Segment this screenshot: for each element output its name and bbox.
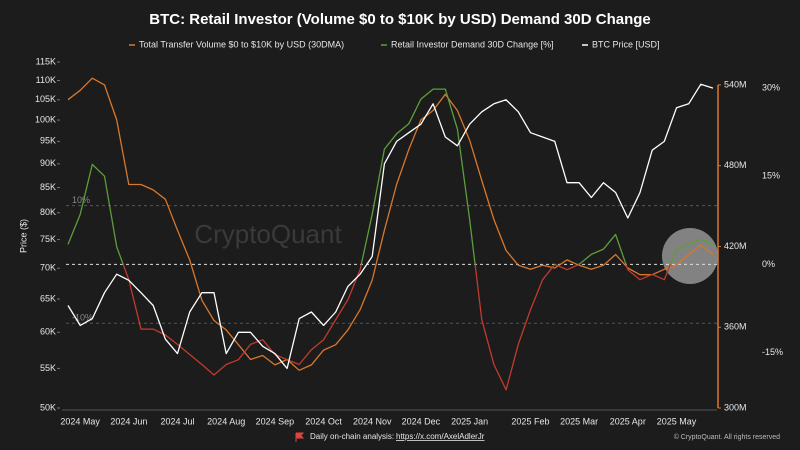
watermark: CryptoQuant (194, 219, 342, 249)
y-axis-title: Price ($) (18, 219, 28, 253)
y-tick-label: 70K (40, 263, 56, 273)
x-tick-label: 2025 Mar (560, 416, 598, 426)
x-tick-label: 2024 May (60, 416, 100, 426)
y-tick-label: 50K (40, 402, 56, 412)
legend-label: Total Transfer Volume $0 to $10K by USD … (139, 39, 344, 49)
y-tick-label: 85K (40, 182, 56, 192)
x-tick-label: 2024 Dec (402, 416, 441, 426)
y3-tick-label: 30% (762, 82, 780, 92)
series-line (67, 88, 714, 391)
y-tick-label: 95K (40, 136, 56, 146)
y-tick-label: 90K (40, 158, 56, 168)
x-tick-label: 2024 Sep (256, 416, 295, 426)
y3-tick-label: 0% (762, 259, 775, 269)
x-tick-label: 2025 May (657, 416, 697, 426)
flag-icon (295, 432, 305, 442)
y2-tick-label: 300M (724, 402, 747, 412)
y2-tick-label: 540M (724, 79, 747, 89)
y3-tick-label: -15% (762, 347, 783, 357)
footer-label: Daily on-chain analysis: (310, 432, 394, 441)
highlight-circle (662, 228, 718, 284)
y-tick-label: 115K (36, 56, 56, 66)
y2-tick-label: 360M (724, 322, 747, 332)
y-tick-label: 110K (36, 75, 56, 85)
y-tick-label: 65K (40, 293, 56, 303)
x-tick-label: 2024 Oct (305, 416, 342, 426)
footer-link[interactable]: https://x.com/AxelAdlerJr (396, 432, 485, 441)
y-tick-label: 105K (35, 94, 56, 104)
chart-title: BTC: Retail Investor (Volume $0 to $10K … (149, 11, 651, 28)
y-tick-label: 80K (40, 207, 56, 217)
y-tick-label: 100K (35, 114, 56, 124)
x-tick-label: 2025 Apr (610, 416, 646, 426)
series-line (67, 83, 714, 370)
legend-label: BTC Price [USD] (592, 39, 660, 49)
legend-label: Retail Investor Demand 30D Change [%] (391, 39, 554, 49)
reference-label: 10% (72, 195, 90, 205)
x-tick-label: 2024 Aug (207, 416, 245, 426)
reference-label: -10% (72, 313, 93, 323)
y-tick-label: 55K (40, 363, 56, 373)
x-tick-label: 2024 Jun (110, 416, 147, 426)
y2-tick-label: 420M (724, 241, 747, 251)
x-tick-label: 2025 Feb (511, 416, 549, 426)
y-tick-label: 75K (40, 234, 56, 244)
x-tick-label: 2024 Nov (353, 416, 392, 426)
x-tick-label: 2024 Jul (161, 416, 195, 426)
footer: Daily on-chain analysis: https://x.com/A… (295, 432, 780, 442)
y-tick-label: 60K (40, 327, 56, 337)
y3-tick-label: 15% (762, 171, 780, 181)
x-tick-label: 2025 Jan (451, 416, 488, 426)
y2-tick-label: 480M (724, 160, 747, 170)
copyright: © CryptoQuant. All rights reserved (674, 433, 780, 441)
series-line (67, 77, 714, 371)
